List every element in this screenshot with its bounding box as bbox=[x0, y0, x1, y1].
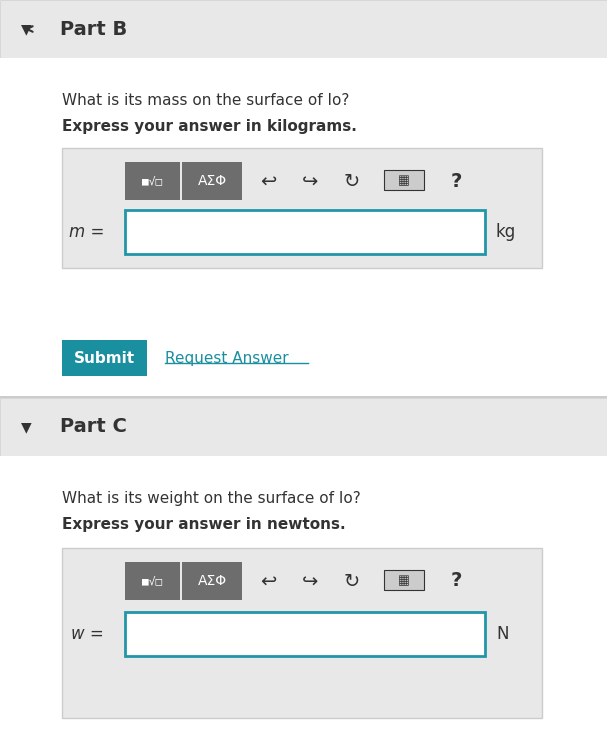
Bar bbox=[384, 570, 424, 590]
Text: Part C: Part C bbox=[60, 418, 127, 437]
Text: What is its weight on the surface of Io?: What is its weight on the surface of Io? bbox=[62, 491, 361, 505]
Text: N: N bbox=[496, 625, 509, 643]
Text: ■√□: ■√□ bbox=[142, 176, 162, 186]
Bar bbox=[384, 170, 424, 190]
Text: ↪: ↪ bbox=[302, 171, 318, 191]
Text: ■√□: ■√□ bbox=[142, 576, 162, 586]
Text: Part B: Part B bbox=[60, 19, 127, 38]
Text: ▦: ▦ bbox=[398, 574, 410, 588]
Text: m =: m = bbox=[69, 223, 104, 241]
Bar bbox=[0, 456, 607, 739]
Text: w =: w = bbox=[71, 625, 104, 643]
Bar bbox=[0, 396, 607, 398]
Bar bbox=[62, 148, 542, 268]
Text: ↪: ↪ bbox=[302, 571, 318, 590]
Bar bbox=[62, 548, 542, 718]
Text: ΑΣΦ: ΑΣΦ bbox=[197, 174, 226, 188]
Bar bbox=[125, 562, 180, 600]
Text: ↻: ↻ bbox=[344, 571, 360, 590]
Bar bbox=[0, 58, 607, 398]
Text: Request Answer: Request Answer bbox=[165, 350, 288, 366]
Text: kg: kg bbox=[496, 223, 516, 241]
Text: What is its mass on the surface of Io?: What is its mass on the surface of Io? bbox=[62, 92, 350, 107]
Bar bbox=[182, 162, 242, 200]
Text: Express your answer in newtons.: Express your answer in newtons. bbox=[62, 517, 345, 531]
Text: ↩: ↩ bbox=[260, 571, 276, 590]
Bar bbox=[0, 398, 607, 456]
Bar bbox=[0, 0, 607, 58]
Text: Express your answer in kilograms.: Express your answer in kilograms. bbox=[62, 118, 357, 134]
Text: ?: ? bbox=[450, 171, 462, 191]
Text: ↻: ↻ bbox=[344, 171, 360, 191]
Bar bbox=[62, 340, 147, 376]
Text: ?: ? bbox=[450, 571, 462, 590]
Text: ▼: ▼ bbox=[21, 22, 32, 36]
Text: Submit: Submit bbox=[73, 350, 135, 366]
Text: ΑΣΦ: ΑΣΦ bbox=[197, 574, 226, 588]
Text: ▼: ▼ bbox=[21, 420, 32, 434]
Bar bbox=[0, 718, 607, 739]
Text: ↩: ↩ bbox=[260, 171, 276, 191]
Text: ▦: ▦ bbox=[398, 174, 410, 188]
Bar bbox=[125, 210, 485, 254]
Bar bbox=[125, 162, 180, 200]
Bar bbox=[125, 612, 485, 656]
Bar bbox=[182, 562, 242, 600]
